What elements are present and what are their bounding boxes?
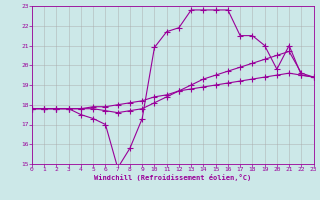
X-axis label: Windchill (Refroidissement éolien,°C): Windchill (Refroidissement éolien,°C) xyxy=(94,174,252,181)
